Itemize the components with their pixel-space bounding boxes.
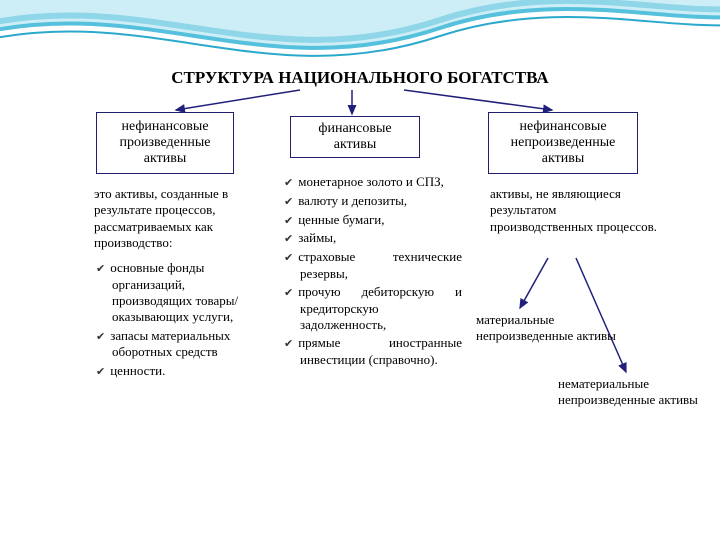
right-sub-left: материальные непроизведенные активы (476, 312, 616, 345)
list-item: основные фонды организаций, производящих… (112, 260, 264, 326)
list-item: прочую дебиторскую и кредиторскую задолж… (300, 284, 462, 333)
list-item: ценности. (112, 363, 264, 380)
box-right: нефинансовые непроизведенные активы (488, 112, 638, 174)
right-desc: активы, не являющиеся результатом произв… (490, 186, 660, 235)
arrow-top-left (176, 90, 300, 110)
list-item: страховые технические резервы, (300, 249, 462, 282)
list-item: займы, (300, 230, 462, 247)
box-middle: финансовые активы (290, 116, 420, 158)
page-title: СТРУКТУРА НАЦИОНАЛЬНОГО БОГАТСТВА (144, 68, 576, 88)
arrow-top-right (404, 90, 552, 110)
list-item: монетарное золото и СПЗ, (300, 174, 462, 191)
arrow-right-sub-left (520, 258, 548, 308)
left-desc: это активы, созданные в результате проце… (94, 186, 260, 251)
list-item: ценные бумаги, (300, 212, 462, 229)
middle-items: монетарное золото и СПЗ, валюту и депозит… (282, 174, 462, 370)
left-items: основные фонды организаций, производящих… (94, 260, 264, 381)
box-left: нефинансовые произведенные активы (96, 112, 234, 174)
list-item: валюту и депозиты, (300, 193, 462, 210)
list-item: запасы материальных оборотных средств (112, 328, 264, 361)
right-sub-right: нематериальные непроизведенные активы (558, 376, 708, 409)
list-item: прямые иностранные инвестиции (справочно… (300, 335, 462, 368)
